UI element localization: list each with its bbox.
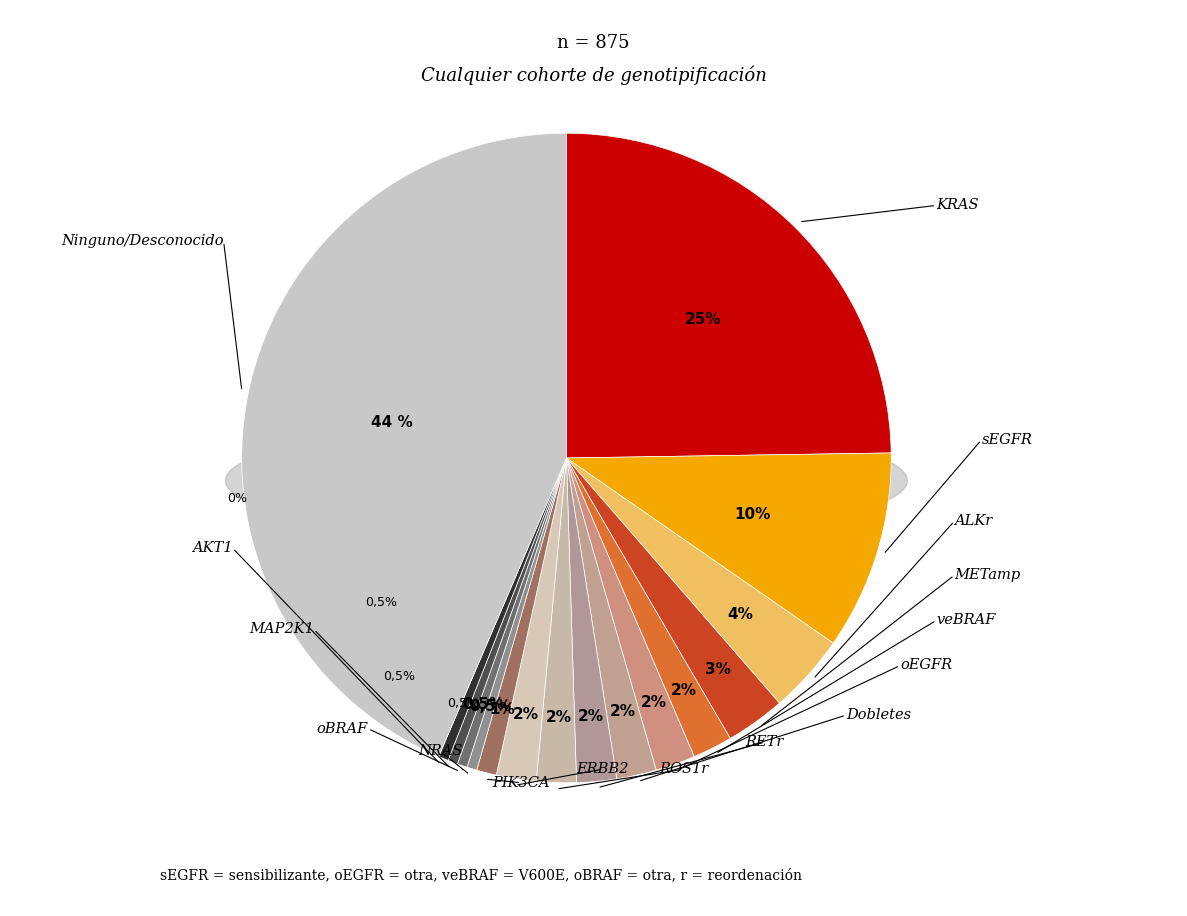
Wedge shape [566,458,656,779]
Wedge shape [566,458,694,770]
Text: sEGFR = sensibilizante, oEGFR = otra, veBRAF = V600E, oBRAF = otra, r = reordena: sEGFR = sensibilizante, oEGFR = otra, ve… [160,868,802,882]
Text: 0,5%: 0,5% [383,670,415,682]
Text: ROS1r: ROS1r [659,762,709,776]
Text: 0,5%: 0,5% [446,697,478,710]
Wedge shape [566,458,833,703]
Wedge shape [242,133,566,757]
Wedge shape [477,458,566,775]
Text: 25%: 25% [685,311,722,327]
Text: 3%: 3% [705,661,731,677]
Text: 2%: 2% [671,682,697,698]
Wedge shape [566,458,730,757]
Text: 2%: 2% [610,704,635,719]
Text: PIK3CA: PIK3CA [493,776,550,790]
Text: MAP2K1: MAP2K1 [249,622,313,637]
Text: 2%: 2% [513,707,539,722]
Text: 2%: 2% [641,695,667,710]
Text: n = 875: n = 875 [557,34,630,52]
Text: KRAS: KRAS [937,199,979,213]
Text: METamp: METamp [954,568,1021,583]
Wedge shape [496,458,566,781]
Text: oEGFR: oEGFR [900,659,952,672]
Text: 2%: 2% [545,710,571,725]
Text: Ninguno/Desconocido: Ninguno/Desconocido [62,234,223,248]
Text: 1%: 1% [489,703,515,717]
Text: 0,5%: 0,5% [366,595,398,609]
Wedge shape [439,458,566,760]
Text: Dobletes: Dobletes [846,708,912,722]
Ellipse shape [226,422,907,539]
Wedge shape [566,458,780,738]
Text: RETr: RETr [745,736,785,749]
Text: sEGFR: sEGFR [982,433,1033,447]
Text: 2%: 2% [578,709,604,725]
Text: 0,5%: 0,5% [462,696,504,712]
Wedge shape [447,458,566,764]
Text: 44 %: 44 % [370,415,412,430]
Text: NRAS: NRAS [418,744,462,758]
Wedge shape [566,453,891,643]
Wedge shape [537,458,577,783]
Text: Cualquier cohorte de genotipificación: Cualquier cohorte de genotipificación [420,66,767,85]
Wedge shape [566,458,617,782]
Text: 10%: 10% [735,507,772,522]
Text: AKT1: AKT1 [192,541,233,555]
Text: 0%: 0% [227,492,247,505]
Wedge shape [566,133,891,458]
Text: veBRAF: veBRAF [937,614,996,627]
Wedge shape [457,458,566,768]
Wedge shape [466,458,566,770]
Text: oBRAF: oBRAF [317,722,368,736]
Text: ALKr: ALKr [954,514,992,529]
Text: 4%: 4% [728,606,754,622]
Text: ERBB2: ERBB2 [577,762,629,776]
Text: 0,5%: 0,5% [470,699,512,714]
